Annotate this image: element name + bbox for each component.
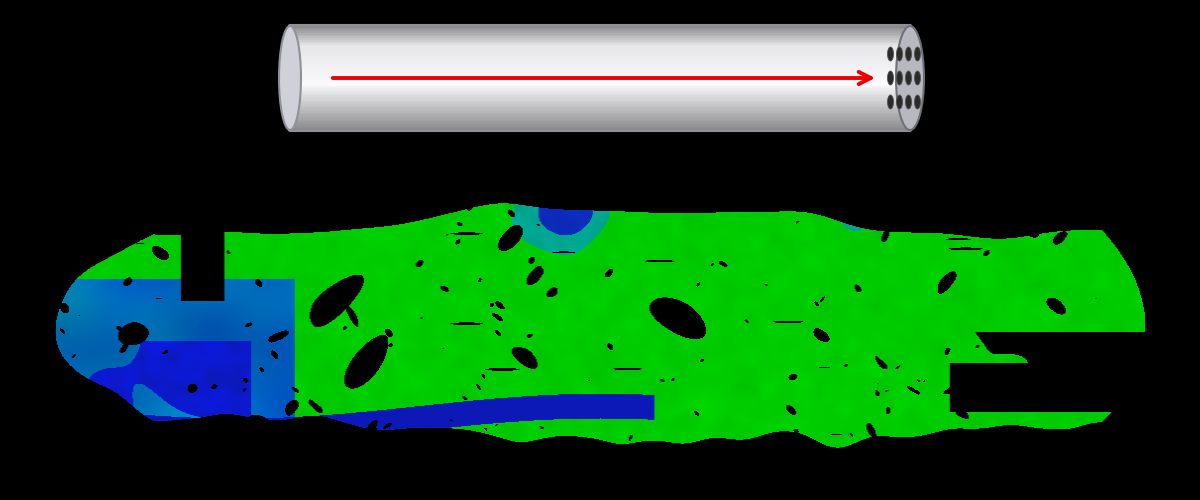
Bar	[290, 114, 910, 116]
Bar	[290, 80, 910, 82]
Bar	[290, 56, 910, 58]
Bar	[290, 70, 910, 71]
Bar	[290, 100, 910, 103]
Bar	[290, 66, 910, 68]
Bar	[290, 120, 910, 122]
Bar	[290, 97, 910, 100]
Bar	[290, 44, 910, 46]
Bar	[290, 86, 910, 89]
Bar	[290, 123, 910, 126]
Bar	[290, 47, 910, 49]
Ellipse shape	[896, 47, 902, 61]
Bar	[290, 73, 910, 75]
Bar	[290, 111, 910, 113]
Bar	[290, 122, 910, 124]
Bar	[290, 76, 910, 78]
Ellipse shape	[888, 47, 894, 61]
Bar	[290, 50, 910, 52]
Bar	[290, 28, 910, 30]
Bar	[290, 62, 910, 64]
Bar	[290, 64, 910, 66]
Text: 10 μm: 10 μm	[74, 428, 182, 457]
Bar	[290, 71, 910, 74]
Ellipse shape	[906, 71, 912, 85]
Bar	[290, 82, 910, 84]
Bar	[290, 112, 910, 115]
Ellipse shape	[914, 47, 920, 61]
Ellipse shape	[914, 71, 920, 85]
Bar	[290, 83, 910, 86]
Bar	[290, 78, 910, 80]
Bar	[290, 104, 910, 106]
Bar	[290, 60, 910, 63]
Bar	[290, 116, 910, 118]
Ellipse shape	[906, 95, 912, 109]
Bar	[290, 88, 910, 90]
Bar	[290, 108, 910, 110]
Bar	[290, 128, 910, 130]
Bar	[290, 94, 910, 96]
Bar	[290, 48, 910, 51]
Bar	[290, 106, 910, 108]
Bar	[290, 57, 910, 59]
Bar	[290, 33, 910, 35]
Bar	[290, 45, 910, 48]
Bar	[290, 102, 910, 104]
Bar	[290, 68, 910, 70]
Bar	[290, 30, 910, 32]
Ellipse shape	[888, 95, 894, 109]
Bar	[290, 96, 910, 98]
Bar	[290, 74, 910, 77]
Bar	[290, 52, 910, 54]
Bar	[290, 31, 910, 34]
Bar	[290, 59, 910, 61]
Bar	[290, 42, 910, 44]
Ellipse shape	[896, 26, 924, 130]
Bar	[290, 54, 910, 56]
Bar	[290, 40, 910, 42]
Ellipse shape	[896, 95, 902, 109]
Ellipse shape	[896, 71, 902, 85]
Bar	[290, 126, 910, 129]
Bar	[290, 26, 910, 28]
Bar	[290, 36, 910, 38]
Bar	[290, 109, 910, 112]
Bar	[290, 92, 910, 94]
Bar	[290, 118, 910, 120]
Bar	[290, 85, 910, 87]
Ellipse shape	[888, 71, 894, 85]
Bar	[290, 34, 910, 37]
Bar	[290, 99, 910, 101]
Bar	[290, 38, 910, 40]
Ellipse shape	[278, 26, 301, 130]
Bar	[290, 90, 910, 92]
Bar	[290, 125, 910, 127]
Ellipse shape	[906, 47, 912, 61]
Ellipse shape	[914, 95, 920, 109]
